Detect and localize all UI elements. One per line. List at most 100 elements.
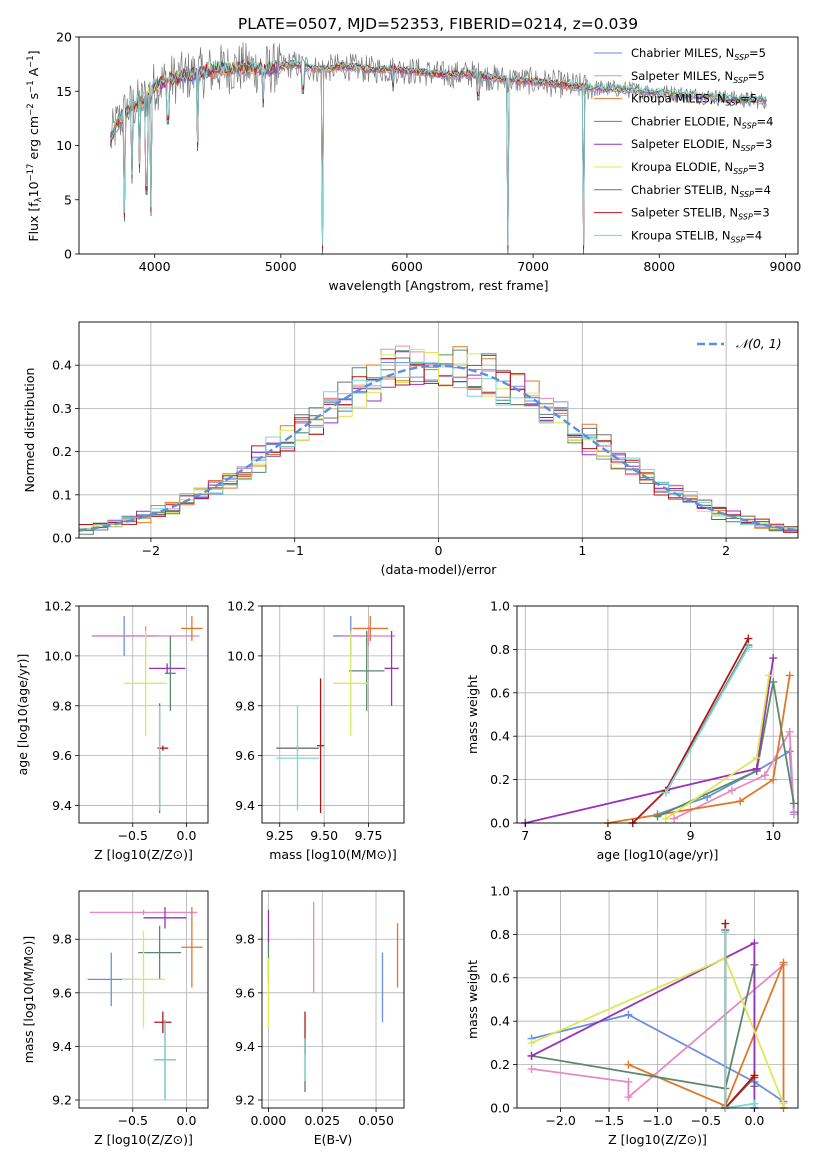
y-tick-label: 9.8 [235,698,255,713]
errorbar-point [154,1011,172,1033]
y-tick-label: 0.2 [490,772,510,787]
weight-line [525,657,775,824]
legend-entry: Salpeter MILES, NSSP=5 [631,69,765,85]
y-axis-label: Normed distribution [22,368,37,493]
x-tick-label: 9.75 [355,828,383,843]
legend-entry: Salpeter ELODIE, NSSP=3 [631,137,772,153]
histogram-salpeter-stelib [79,358,798,533]
y-tick-label: 9.2 [235,1092,255,1107]
y-tick-label: 9.4 [235,1039,255,1054]
weight-marker [661,814,670,823]
y-tick-label: 0.0 [52,531,72,546]
y-axis-label: age [log10(age/yr)] [15,654,30,776]
y-tick-label: 0.2 [52,444,72,459]
errorbar-point [181,615,203,641]
weight-line [657,681,795,818]
y-tick-label: 9.6 [235,985,255,1000]
x-tick-label: −1.5 [594,1113,624,1128]
y-axis-label: mass weight [465,675,480,754]
axes-frame [78,321,799,539]
errorbar-point [143,907,187,929]
weight-vs-metallicity-panel: −2.0 −1.5 −1.0 −0.5 0.0 0.0 0.2 0.4 0.6 0.8 1.0 Z [… [465,884,799,1147]
x-tick-label: 9 [687,828,695,843]
y-tick-label: 5 [64,192,72,207]
y-tick-label: 9.4 [52,1039,72,1054]
y-tick-label: 0.8 [490,642,510,657]
x-tick-label: 8000 [643,259,675,274]
y-tick-label: 0.6 [490,685,510,700]
y-axis-label: mass weight [465,960,480,1039]
residuals-panel: −2 −1 0 1 2 0.0 0.1 0.2 0.3 0.4 (data-model)/error… [22,321,799,577]
axes-frame [516,605,799,824]
axes-frame [78,36,799,255]
weight-marker [661,788,670,797]
x-axis-label: Z [log10(Z/Z⊙)] [94,847,193,862]
model-line-chabrier-stelib [110,59,767,255]
model-line-salpeter-elodie [110,61,767,250]
errorbar-point [154,1019,176,1100]
y-tick-label: 0.4 [490,729,510,744]
plot-area [527,919,788,1112]
weight-marker [721,928,730,937]
x-tick-label: 9.25 [266,828,294,843]
weight-marker [653,812,662,821]
x-tick-label: 10 [765,828,781,843]
y-tick-label: 0.2 [490,1057,510,1072]
x-tick-label: 0.0 [177,828,197,843]
x-tick-label: 7000 [517,259,549,274]
y-tick-label: 10 [56,138,72,153]
weight-marker [624,1077,633,1086]
legend-entry: Kroupa ELODIE, NSSP=3 [631,160,765,176]
y-tick-label: 0.0 [490,1101,510,1116]
y-tick-label: 15 [56,84,72,99]
weight-marker [785,671,794,680]
x-axis-label: wavelength [Angstrom, rest frame] [328,278,548,293]
x-tick-label: −2.0 [545,1113,575,1128]
plot-area [521,634,798,827]
x-tick-label: 7 [521,828,529,843]
mass-vs-metallicity-panel: −0.5 0.0 9.2 9.4 9.6 9.8 Z [log10(Z/Z⊙)] mass [… [21,890,209,1147]
y-tick-label: 9.8 [52,698,72,713]
weight-line [531,941,756,1108]
legend-entry: Chabrier ELODIE, NSSP=4 [631,114,773,130]
x-tick-label: 0.025 [304,1113,340,1128]
y-tick-label: 9.4 [52,798,72,813]
weight-marker [744,643,753,652]
weight-vs-age-panel: 7 8 9 10 0.0 0.2 0.4 0.6 0.8 1.0 age [log10(age/yr… [465,599,799,862]
x-tick-label: 6000 [391,259,423,274]
y-tick-label: 0.4 [52,358,72,373]
weight-marker [721,919,730,928]
weight-marker [789,799,798,808]
errorbar-point [124,630,168,736]
axes-frame [78,890,209,1109]
x-tick-label: −2 [142,543,160,558]
legend-entry: Kroupa STELIB, NSSP=4 [631,228,762,244]
legend-entry: Kroupa MILES, NSSP=5 [631,92,757,108]
errorbar-point [276,705,319,811]
weight-marker [527,1038,536,1047]
y-tick-label: 9.8 [235,932,255,947]
age-vs-mass-panel: 9.25 9.50 9.75 9.4 9.6 9.8 10.0 10.2 mass [log10… [227,599,405,862]
y-tick-label: 0.6 [490,970,510,985]
x-tick-label: 0.0 [744,1113,764,1128]
x-tick-label: 9.50 [310,828,338,843]
x-tick-label: 2 [722,543,730,558]
y-tick-label: 0.4 [490,1014,510,1029]
errorbar-point [148,663,186,674]
mass-vs-extinction-panel: 0.000 0.025 0.050 9.2 9.4 9.6 9.8 E(B-V) [235,890,405,1147]
weight-line [531,964,785,1100]
weight-marker [779,1099,788,1108]
weight-marker [727,786,736,795]
weight-marker [624,1060,633,1069]
x-axis-label: mass [log10(M/M⊙)] [269,847,397,862]
weight-marker [624,1093,633,1102]
legend-entry: Salpeter STELIB, NSSP=3 [631,206,770,222]
y-tick-label: 1.0 [490,599,510,614]
weight-marker [752,764,761,773]
weight-marker [750,1099,759,1108]
x-tick-label: 0.0 [177,1113,197,1128]
x-tick-label: −0.5 [691,1113,721,1128]
model-line-salpeter-stelib [110,59,587,250]
weight-marker [744,634,753,643]
y-tick-label: 10.2 [44,599,72,614]
